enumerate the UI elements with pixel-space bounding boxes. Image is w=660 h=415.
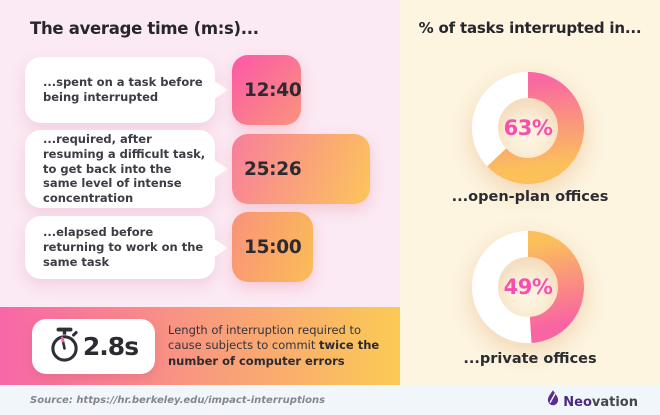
donut-chart-open-plan: 63% <box>470 70 586 186</box>
neovation-logo: Neovation <box>547 390 638 410</box>
right-panel-title: % of tasks interrupted in... <box>418 19 642 37</box>
callout-description-bold: twice the number of computer errors <box>168 338 380 368</box>
time-value: 25:26 <box>244 158 302 180</box>
callout-description: Length of interruption required to cause… <box>168 323 380 369</box>
time-value: 12:40 <box>244 79 302 101</box>
speech-bubble-task-before-interrupt: ...spent on a task before being interrup… <box>25 57 228 123</box>
brand-vation: vation <box>591 394 638 410</box>
speech-bubble-label: ...spent on a task before being interrup… <box>43 75 203 104</box>
bubble-pointer <box>213 237 228 258</box>
donut-chart-svg <box>471 230 585 344</box>
time-value-box-0: 12:40 <box>232 55 302 125</box>
donut-chart-private: 49% <box>470 229 586 345</box>
donut-chart-svg <box>471 71 585 185</box>
footer-bar: Source: https://hr.berkeley.edu/impact-i… <box>0 385 660 415</box>
callout-description-normal: Length of interruption required to cause… <box>168 323 362 353</box>
left-panel-title: The average time (m:s)... <box>30 19 259 38</box>
time-value-box-1: 25:26 <box>232 134 370 204</box>
left-panel: The average time (m:s)... ...spent on a … <box>0 0 400 385</box>
speech-bubble-label: ...required, after resuming a difficult … <box>43 131 206 206</box>
donut-caption-private: ...private offices <box>463 351 597 367</box>
speech-bubble-return-to-task: ...elapsed before returning to work on t… <box>25 216 228 279</box>
brand-neo: Neo <box>563 394 592 410</box>
donut-caption-open-plan: ...open-plan offices <box>451 189 609 205</box>
callout-stat-box: 2.8s <box>32 319 155 374</box>
speech-bubble-refocus-time: ...required, after resuming a difficult … <box>25 130 228 208</box>
brand-wordmark: Neovation <box>563 391 638 410</box>
neovation-flame-icon <box>547 390 559 410</box>
bubble-pointer <box>213 159 228 179</box>
time-value: 15:00 <box>244 236 302 258</box>
donut-arc <box>487 71 585 185</box>
donut-arc <box>527 230 585 343</box>
callout-value: 2.8s <box>82 332 139 361</box>
stopwatch-icon <box>49 326 80 368</box>
donut-percent-label: 49% <box>503 275 553 299</box>
callout-band: 2.8s Length of interruption required to … <box>0 307 400 385</box>
donut-percent-label: 63% <box>503 116 553 140</box>
source-citation: Source: https://hr.berkeley.edu/impact-i… <box>30 394 326 406</box>
speech-bubble-label: ...elapsed before returning to work on t… <box>43 225 204 269</box>
right-panel: % of tasks interrupted in... 63% <box>400 0 660 385</box>
time-value-box-2: 15:00 <box>232 212 313 282</box>
bubble-pointer <box>213 80 228 100</box>
